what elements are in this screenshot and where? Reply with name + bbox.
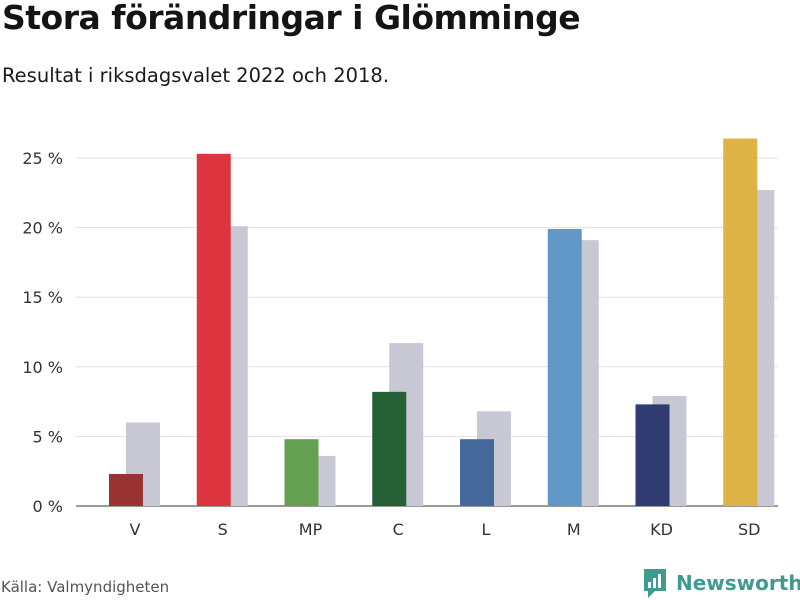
x-tick-label: V	[130, 520, 141, 539]
brand-logo: Newsworthy	[642, 566, 800, 600]
y-tick-label: 10 %	[22, 358, 63, 377]
source-note: Källa: Valmyndigheten	[1, 578, 170, 596]
bar-2022	[372, 391, 407, 506]
y-tick-label: 15 %	[22, 288, 63, 307]
bar-2022	[723, 138, 758, 506]
x-tick-label: MP	[299, 520, 323, 539]
bar-2022	[635, 404, 670, 506]
bar-2022	[547, 228, 582, 506]
bar-2022	[284, 439, 319, 506]
y-tick-label: 25 %	[22, 149, 63, 168]
y-tick-label: 20 %	[22, 219, 63, 238]
brand-name: Newsworthy	[676, 571, 800, 595]
bar-chart-logo-icon	[644, 569, 666, 598]
chart-subtitle: Resultat i riksdagsvalet 2022 och 2018.	[2, 64, 390, 87]
y-tick-label: 0 %	[33, 497, 63, 516]
bar-2022	[109, 473, 143, 506]
x-tick-label: M	[567, 520, 581, 539]
x-tick-label: SD	[738, 520, 760, 539]
x-tick-label: L	[482, 520, 491, 539]
x-tick-label: S	[218, 520, 228, 539]
y-tick-label: 5 %	[33, 427, 63, 446]
bar-2022	[460, 439, 494, 506]
x-tick-label: C	[393, 520, 404, 539]
x-tick-label: KD	[650, 520, 673, 539]
bar-2022	[196, 153, 231, 506]
chart-title: Stora förändringar i Glömminge	[2, 0, 581, 37]
